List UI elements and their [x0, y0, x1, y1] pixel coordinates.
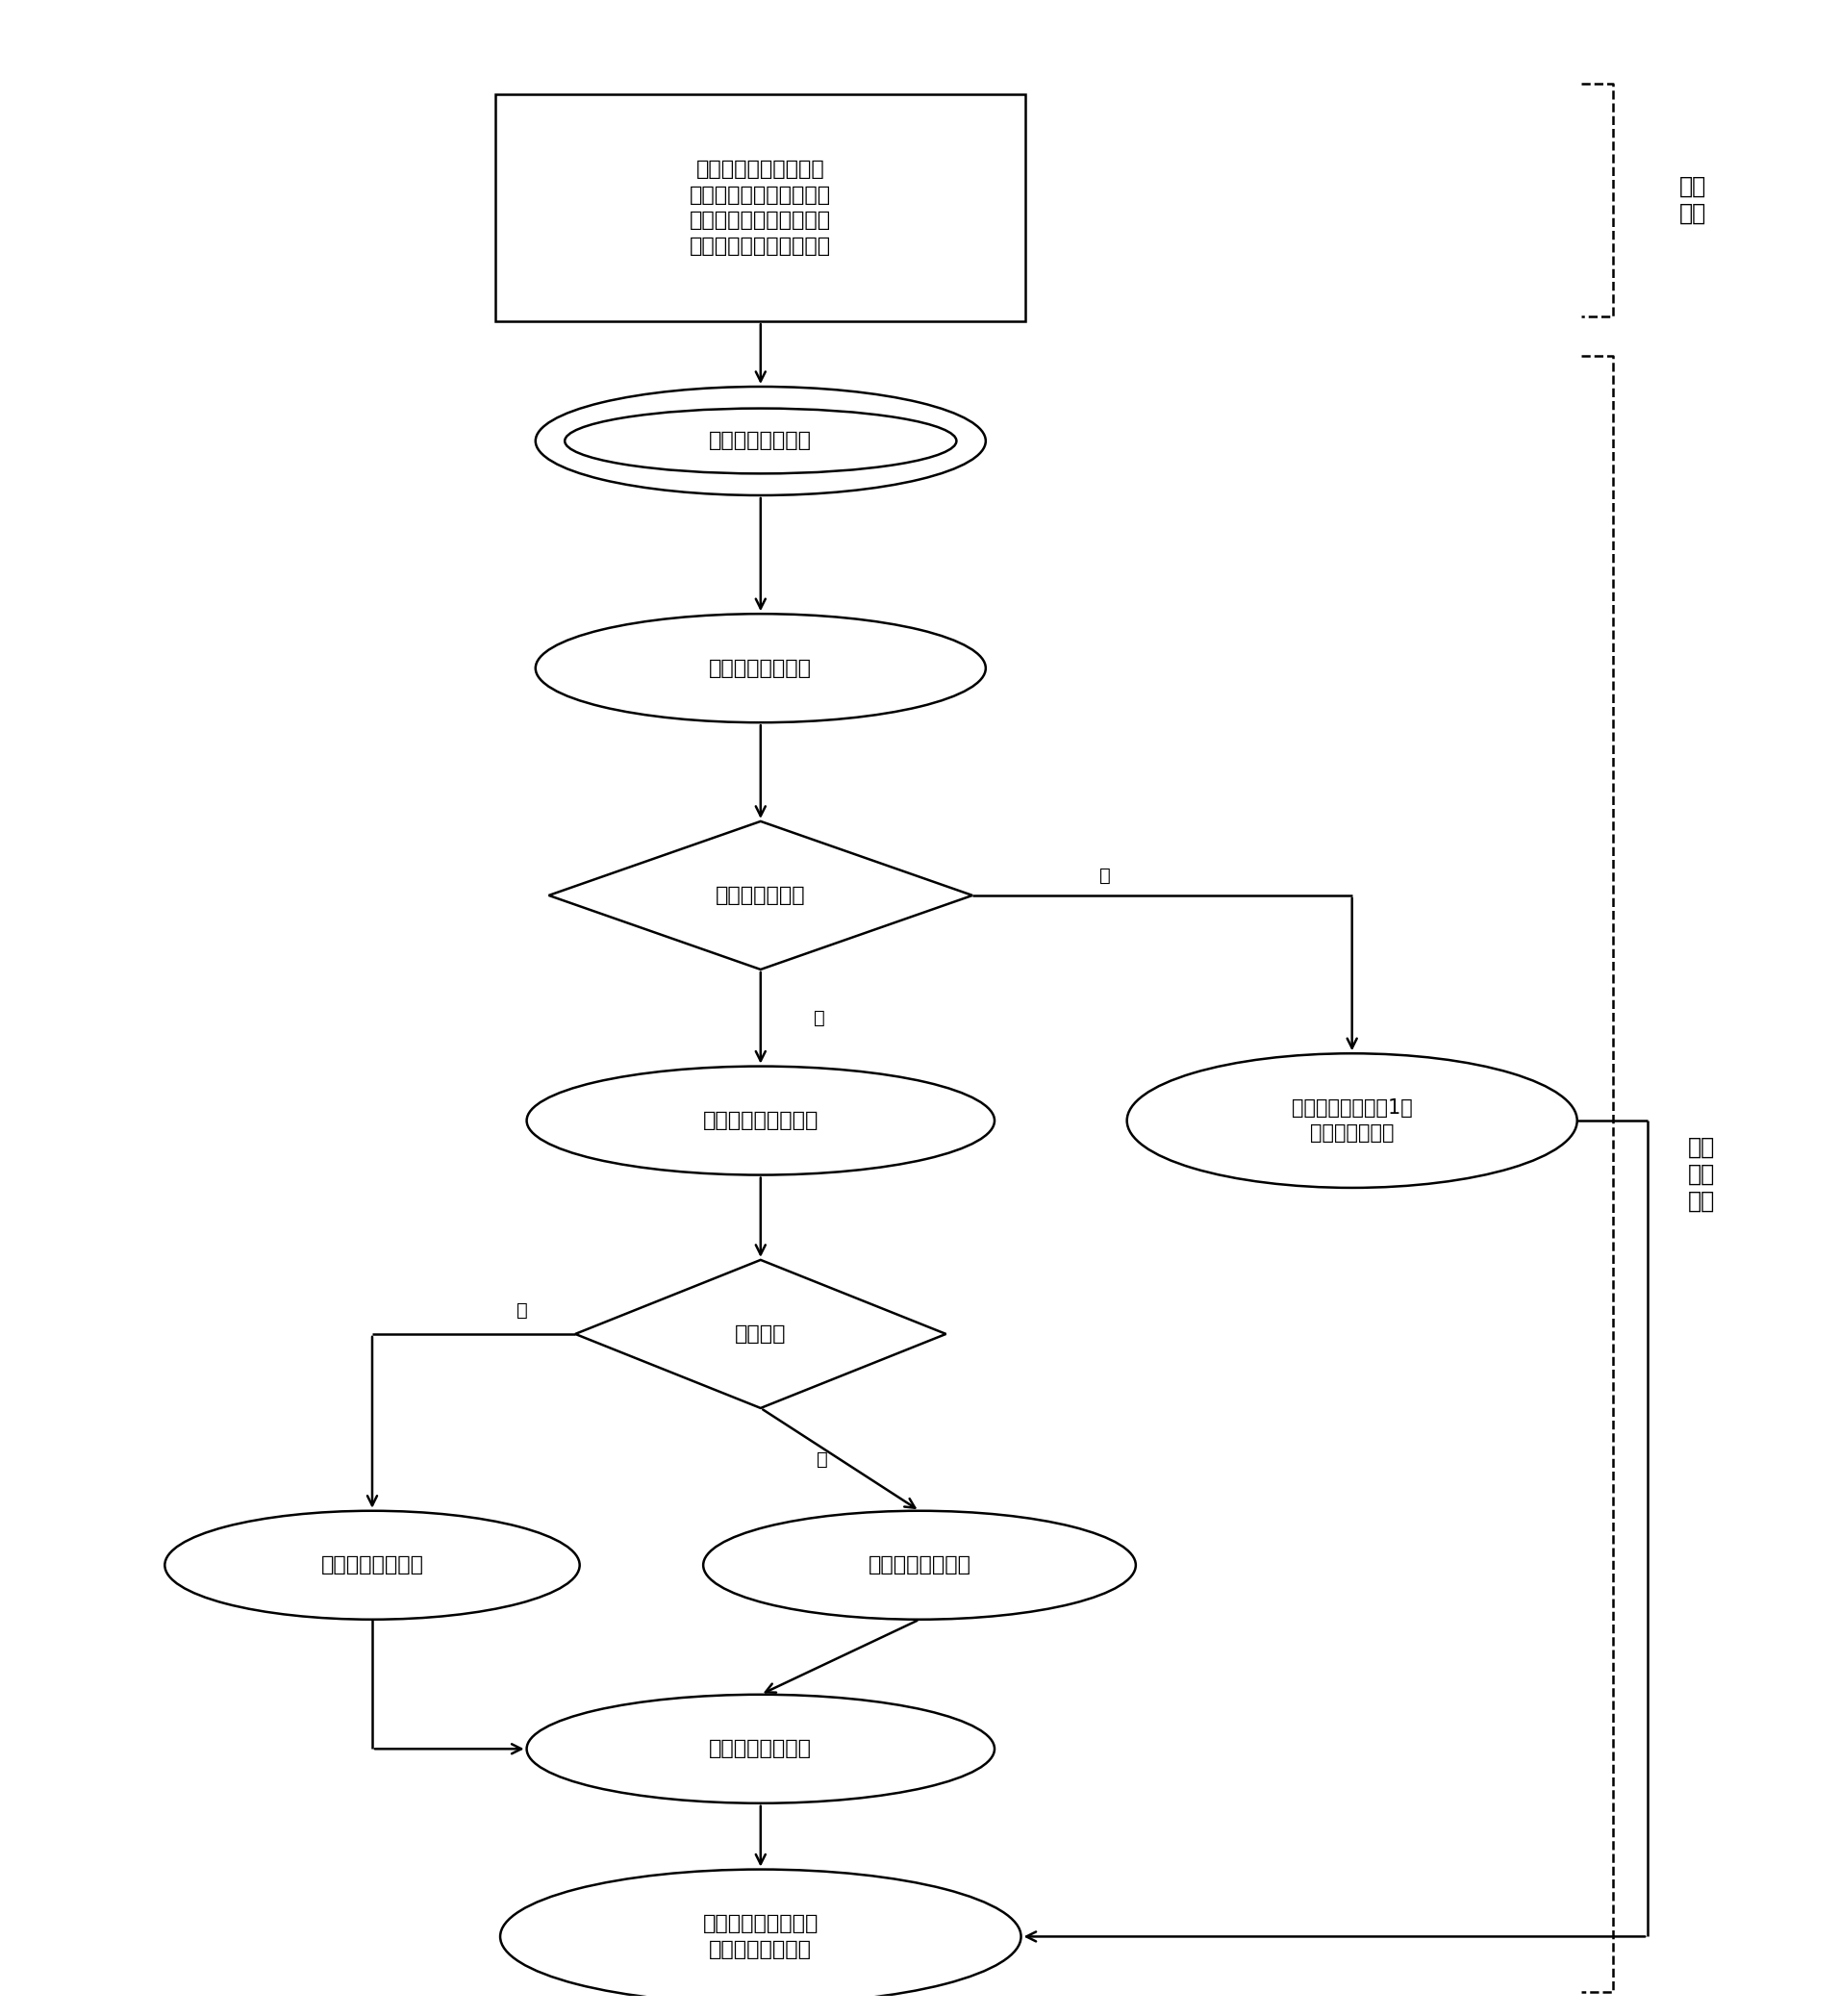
Ellipse shape — [166, 1510, 579, 1619]
Text: 主设备发送结束位: 主设备发送结束位 — [710, 1740, 813, 1758]
Text: 报文
传递
过程: 报文 传递 过程 — [1688, 1135, 1716, 1212]
Text: 主设备发送起始位: 主设备发送起始位 — [710, 431, 813, 452]
Text: 从设备发送读数据: 从设备发送读数据 — [868, 1556, 971, 1574]
Ellipse shape — [500, 1869, 1021, 2004]
Text: 否: 否 — [517, 1300, 528, 1318]
Text: 是目标从设备？: 是目标从设备？ — [715, 885, 805, 905]
Ellipse shape — [535, 387, 986, 496]
Text: 主设备发送访问地址: 主设备发送访问地址 — [702, 1111, 818, 1131]
Text: 主设备发送报文头: 主设备发送报文头 — [710, 659, 813, 677]
Text: 读报文？: 读报文？ — [736, 1325, 787, 1343]
Ellipse shape — [526, 1695, 995, 1802]
Polygon shape — [576, 1260, 945, 1407]
Text: 否: 否 — [1100, 867, 1111, 885]
Text: 从设备收到结束位，
报文传递过程完毕: 从设备收到结束位， 报文传递过程完毕 — [702, 1915, 818, 1960]
Text: 从设备将应答线甲1，
然后等待结束位: 从设备将应答线甲1， 然后等待结束位 — [1291, 1099, 1412, 1143]
Ellipse shape — [535, 613, 986, 722]
Ellipse shape — [565, 409, 956, 474]
Ellipse shape — [1127, 1054, 1578, 1187]
FancyBboxPatch shape — [497, 95, 1026, 321]
Text: 是: 是 — [817, 1450, 828, 1468]
Text: 是: 是 — [813, 1008, 824, 1026]
Text: 主设备发送写数据: 主设备发送写数据 — [320, 1556, 423, 1574]
Text: 初始
条件: 初始 条件 — [1679, 175, 1707, 226]
Text: 预先将主设备通过时钟
线、数据线与所有从设备
相连，从设备应答线通过
与逻辑逐级级联至主设备: 预先将主设备通过时钟 线、数据线与所有从设备 相连，从设备应答线通过 与逻辑逐级… — [690, 159, 831, 256]
Polygon shape — [548, 821, 973, 970]
Ellipse shape — [526, 1066, 995, 1175]
Ellipse shape — [702, 1510, 1137, 1619]
